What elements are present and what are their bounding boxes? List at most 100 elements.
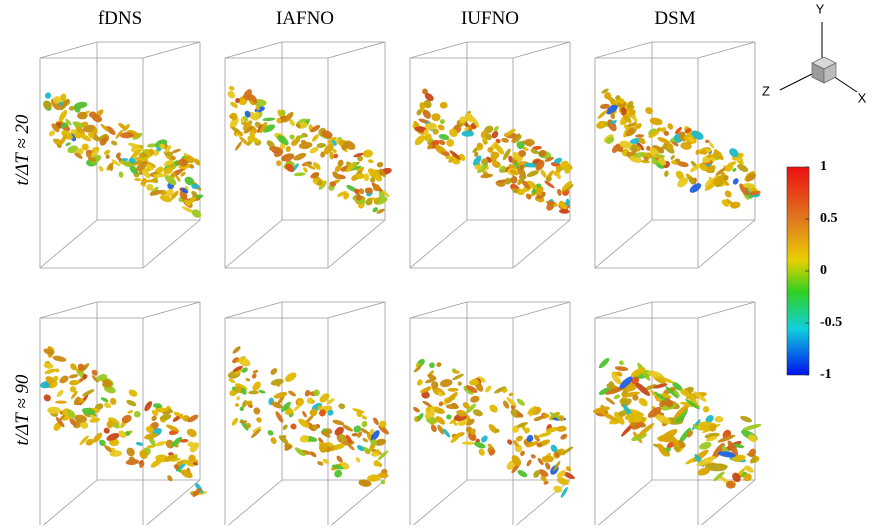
vortex-structure bbox=[452, 420, 458, 426]
vortex-structure bbox=[304, 389, 311, 397]
vortex-structure bbox=[153, 173, 167, 178]
vortex-structure bbox=[65, 142, 71, 146]
vortex-structure bbox=[565, 198, 570, 207]
vortex-structure bbox=[358, 479, 372, 487]
vortex-structure bbox=[310, 172, 320, 179]
vortex-structure bbox=[253, 407, 261, 415]
vortex-structure bbox=[329, 151, 335, 160]
vortex-structure bbox=[558, 202, 568, 210]
vortex-structure bbox=[91, 375, 99, 383]
vortex-structure bbox=[191, 190, 198, 197]
vortex-structure bbox=[364, 187, 373, 194]
vortex-structure bbox=[543, 481, 549, 485]
vortex-structure bbox=[672, 382, 683, 391]
vortex-structure bbox=[240, 387, 247, 395]
vortex-structure bbox=[540, 169, 547, 178]
vortex-structure bbox=[421, 391, 430, 399]
vortex-structure bbox=[345, 434, 352, 444]
vortex-structure bbox=[302, 410, 307, 418]
vortex-structure bbox=[723, 175, 729, 181]
vortex-structure bbox=[245, 378, 251, 382]
vortex-structure bbox=[231, 417, 239, 426]
vortex-structure bbox=[59, 134, 68, 146]
vortex-structure bbox=[251, 373, 257, 379]
vortex-structure bbox=[470, 428, 476, 435]
frame-edge bbox=[224, 301, 283, 319]
panel bbox=[409, 41, 574, 269]
vortex-structure bbox=[370, 177, 376, 183]
vortex-structure bbox=[520, 450, 525, 456]
vortex-structure bbox=[108, 164, 114, 171]
vortex-structure bbox=[627, 123, 635, 127]
vortex-structure bbox=[76, 126, 83, 134]
vortex-structure bbox=[564, 166, 572, 174]
vortex-structure bbox=[332, 148, 337, 154]
vortex-structure bbox=[96, 133, 107, 142]
panel bbox=[224, 301, 389, 529]
vortex-structure bbox=[377, 450, 389, 461]
vortex-structure bbox=[485, 133, 493, 141]
vortex-structure bbox=[125, 430, 131, 436]
vortex-structure bbox=[485, 385, 492, 393]
vortex-structure bbox=[146, 444, 156, 449]
vortex-structure bbox=[434, 406, 439, 411]
vortex-structure bbox=[463, 386, 474, 395]
vortex-structure bbox=[106, 433, 120, 441]
vortex-structure bbox=[416, 379, 423, 386]
vortex-structure bbox=[145, 163, 154, 171]
vortex-structure bbox=[715, 167, 727, 176]
vortex-structure bbox=[557, 415, 565, 422]
vortex-structure bbox=[89, 417, 101, 423]
column-title: IAFNO bbox=[276, 8, 334, 29]
vortex-structure bbox=[72, 380, 80, 384]
vortex-structure bbox=[312, 424, 318, 431]
vortex-structure bbox=[638, 398, 648, 407]
vortex-structure bbox=[138, 156, 150, 162]
vortex-structure bbox=[656, 127, 662, 132]
vortex-structure bbox=[413, 365, 422, 373]
vortex-structure bbox=[680, 141, 692, 150]
vortex-structure bbox=[446, 414, 452, 420]
vortex-structure bbox=[445, 398, 452, 404]
vortex-structure bbox=[372, 184, 381, 192]
vortex-structure bbox=[533, 434, 540, 442]
vortex-structure bbox=[698, 163, 708, 171]
vortex-structure bbox=[170, 155, 176, 161]
vortex-structure bbox=[439, 119, 445, 125]
vortex-structure bbox=[280, 109, 286, 116]
vortex-structure bbox=[135, 441, 144, 446]
vortex-structure bbox=[481, 158, 489, 166]
vortex-structure bbox=[557, 188, 562, 196]
vortex-structure bbox=[560, 160, 569, 169]
vortex-structure bbox=[267, 430, 274, 436]
vortex-structure bbox=[82, 389, 95, 397]
vortex-structure bbox=[321, 130, 333, 139]
vortex-structure bbox=[535, 186, 544, 196]
vortex-structure bbox=[373, 197, 379, 205]
vortex-structure bbox=[312, 162, 321, 170]
vortex-structure bbox=[424, 411, 435, 419]
vortex-structure bbox=[373, 460, 380, 467]
vortex-structure bbox=[636, 141, 645, 151]
vortex-structure bbox=[724, 190, 732, 198]
vortex-structure bbox=[556, 172, 562, 180]
vortex-structure bbox=[714, 415, 724, 423]
vortex-structure bbox=[280, 153, 295, 162]
vortex-structure bbox=[242, 120, 253, 130]
vortex-structure bbox=[69, 418, 77, 426]
vortex-structure bbox=[122, 124, 130, 132]
vortex-structure bbox=[146, 143, 157, 148]
vortex-structure bbox=[439, 101, 448, 109]
vortex-structure bbox=[288, 390, 297, 397]
vortex-structure bbox=[517, 176, 526, 185]
vortex-structure bbox=[487, 146, 494, 153]
vortex-structure bbox=[174, 444, 179, 448]
vortex-structure bbox=[234, 403, 239, 407]
vortex-structure bbox=[338, 403, 346, 410]
vortex-structure bbox=[461, 130, 475, 137]
vortex-structure bbox=[459, 153, 466, 162]
vortex-structure bbox=[126, 399, 137, 407]
vortex-structure bbox=[181, 206, 195, 214]
vortex-structure bbox=[246, 400, 253, 406]
vortex-structure bbox=[355, 457, 361, 463]
